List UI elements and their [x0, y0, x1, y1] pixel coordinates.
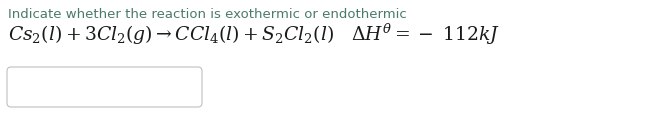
FancyBboxPatch shape — [7, 67, 202, 107]
Text: $Cs_2(l) + 3Cl_2(g) \rightarrow CCl_4(l) + S_2Cl_2(l)\quad \Delta H^{\theta} = -: $Cs_2(l) + 3Cl_2(g) \rightarrow CCl_4(l)… — [8, 22, 500, 47]
Text: Indicate whether the reaction is exothermic or endothermic: Indicate whether the reaction is exother… — [8, 8, 407, 21]
